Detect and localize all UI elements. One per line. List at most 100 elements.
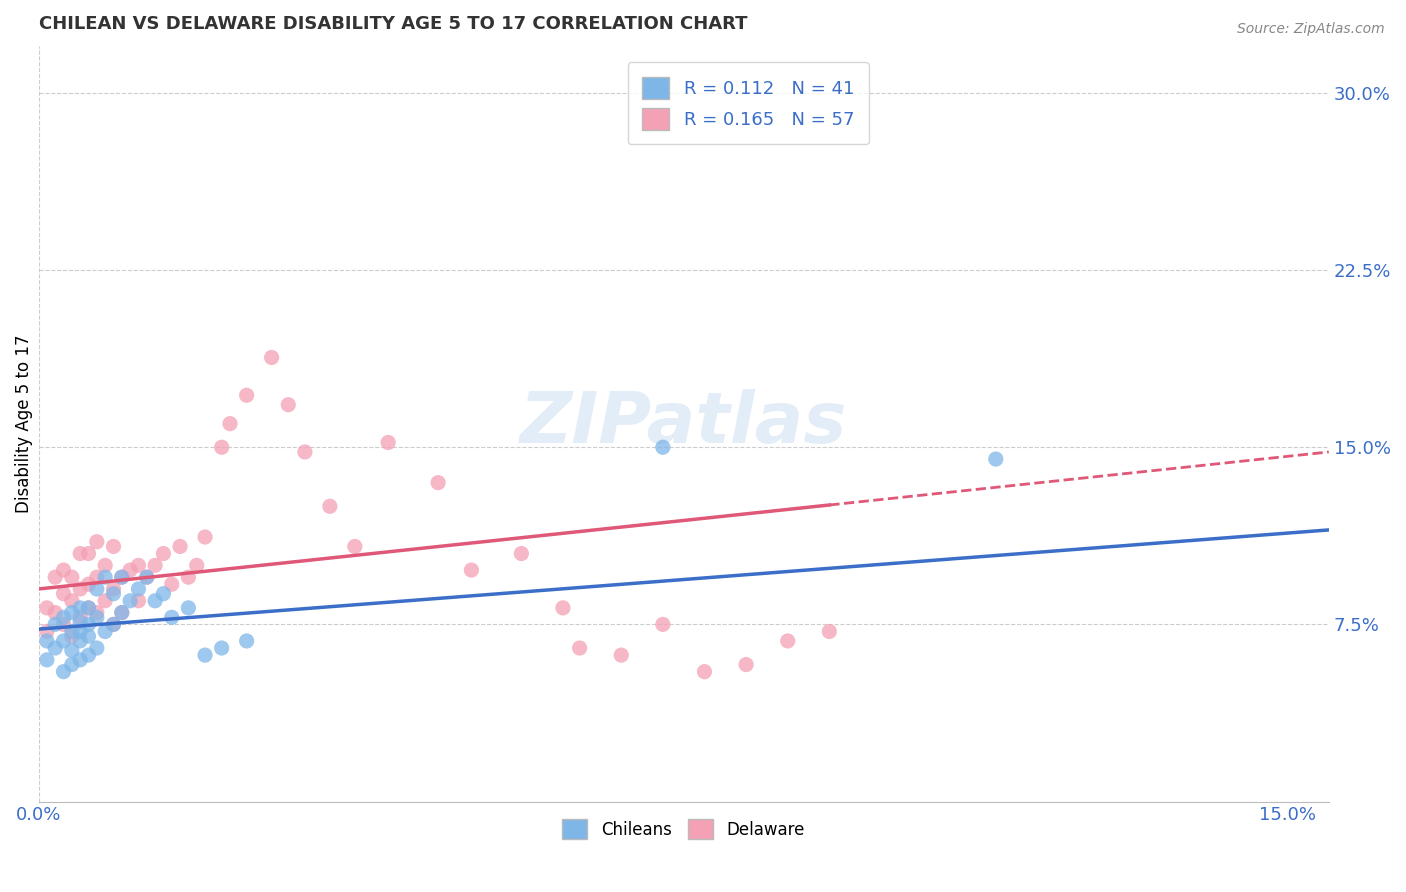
Point: [86, 582, 108, 596]
Point: [60, 629, 83, 643]
Point: [277, 398, 299, 412]
Text: CHILEAN VS DELAWARE DISABILITY AGE 5 TO 17 CORRELATION CHART: CHILEAN VS DELAWARE DISABILITY AGE 5 TO …: [38, 15, 747, 33]
Point: [120, 563, 142, 577]
Point: [111, 570, 134, 584]
Point: [44, 570, 66, 584]
Point: [52, 587, 75, 601]
Point: [693, 665, 716, 679]
Point: [35, 653, 58, 667]
Point: [651, 440, 673, 454]
Point: [169, 540, 191, 554]
Point: [235, 634, 257, 648]
Point: [77, 648, 100, 662]
Point: [160, 610, 183, 624]
Point: [103, 587, 125, 601]
Point: [735, 657, 758, 672]
Point: [818, 624, 841, 639]
Point: [69, 547, 91, 561]
Text: Source: ZipAtlas.com: Source: ZipAtlas.com: [1237, 22, 1385, 37]
Point: [984, 452, 1007, 467]
Point: [94, 570, 117, 584]
Point: [551, 600, 574, 615]
Point: [35, 634, 58, 648]
Point: [103, 582, 125, 596]
Point: [103, 617, 125, 632]
Point: [186, 558, 208, 573]
Legend: Chileans, Delaware: Chileans, Delaware: [555, 813, 811, 847]
Point: [143, 594, 166, 608]
Point: [610, 648, 633, 662]
Point: [77, 577, 100, 591]
Point: [152, 587, 174, 601]
Point: [44, 606, 66, 620]
Point: [294, 445, 316, 459]
Point: [86, 534, 108, 549]
Point: [69, 615, 91, 629]
Point: [111, 570, 134, 584]
Point: [127, 594, 149, 608]
Point: [44, 640, 66, 655]
Point: [77, 600, 100, 615]
Point: [120, 594, 142, 608]
Point: [86, 640, 108, 655]
Point: [69, 653, 91, 667]
Point: [69, 582, 91, 596]
Point: [35, 624, 58, 639]
Point: [52, 665, 75, 679]
Point: [211, 440, 233, 454]
Point: [52, 610, 75, 624]
Point: [77, 547, 100, 561]
Point: [111, 606, 134, 620]
Point: [460, 563, 482, 577]
Point: [94, 594, 117, 608]
Point: [127, 558, 149, 573]
Point: [194, 530, 217, 544]
Point: [177, 600, 200, 615]
Point: [86, 610, 108, 624]
Point: [776, 634, 799, 648]
Point: [52, 634, 75, 648]
Point: [77, 617, 100, 632]
Point: [177, 570, 200, 584]
Point: [69, 610, 91, 624]
Point: [60, 594, 83, 608]
Point: [510, 547, 533, 561]
Point: [60, 657, 83, 672]
Point: [152, 547, 174, 561]
Point: [235, 388, 257, 402]
Point: [60, 643, 83, 657]
Point: [60, 606, 83, 620]
Point: [103, 617, 125, 632]
Point: [86, 570, 108, 584]
Point: [160, 577, 183, 591]
Point: [143, 558, 166, 573]
Point: [60, 570, 83, 584]
Point: [319, 500, 342, 514]
Point: [427, 475, 450, 490]
Point: [260, 351, 283, 365]
Point: [69, 624, 91, 639]
Point: [69, 634, 91, 648]
Point: [52, 563, 75, 577]
Point: [343, 540, 366, 554]
Point: [77, 600, 100, 615]
Point: [211, 640, 233, 655]
Point: [111, 606, 134, 620]
Point: [651, 617, 673, 632]
Point: [194, 648, 217, 662]
Text: ZIPatlas: ZIPatlas: [520, 389, 848, 458]
Point: [135, 570, 157, 584]
Point: [103, 540, 125, 554]
Point: [44, 617, 66, 632]
Y-axis label: Disability Age 5 to 17: Disability Age 5 to 17: [15, 334, 32, 513]
Point: [60, 624, 83, 639]
Point: [77, 629, 100, 643]
Point: [135, 570, 157, 584]
Point: [377, 435, 399, 450]
Point: [35, 600, 58, 615]
Point: [127, 582, 149, 596]
Point: [219, 417, 242, 431]
Point: [94, 558, 117, 573]
Point: [568, 640, 591, 655]
Point: [86, 606, 108, 620]
